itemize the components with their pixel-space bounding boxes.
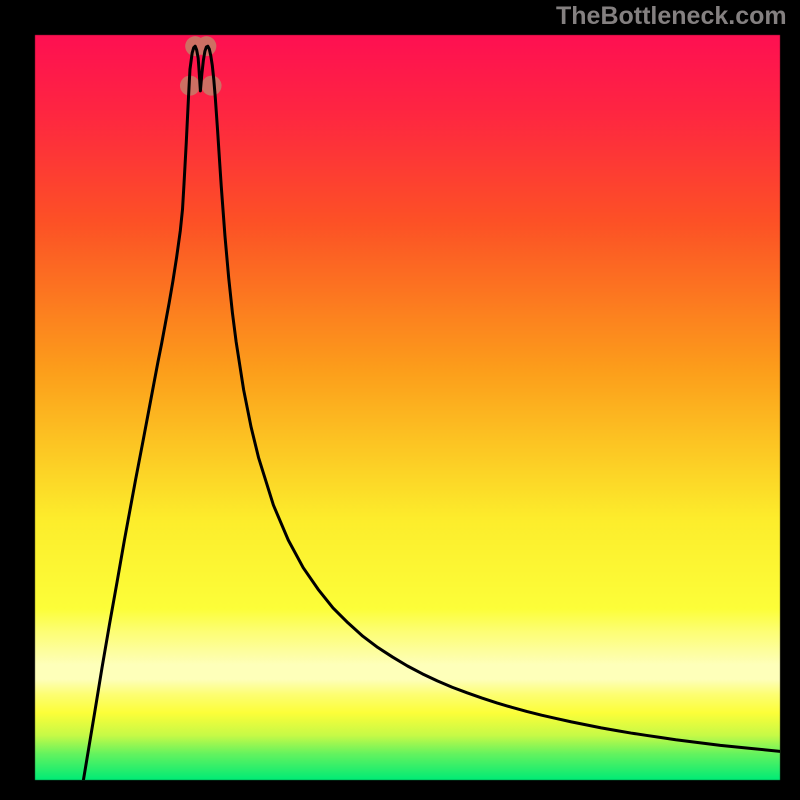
- watermark-label: TheBottleneck.com: [556, 2, 787, 31]
- curve-minimum-marker: [202, 76, 222, 96]
- bottleneck-curve: [83, 46, 780, 780]
- chart-curve-layer: [0, 0, 800, 800]
